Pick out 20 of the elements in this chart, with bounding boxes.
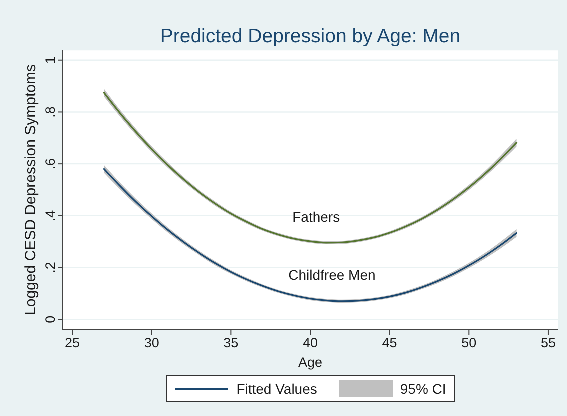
text: 95% CI <box>400 380 446 396</box>
series-label: Childfree Men <box>288 267 376 284</box>
x-tick-label: 25 <box>65 336 80 351</box>
x-axis-title: Age <box>298 355 323 370</box>
y-tick-label: .6 <box>43 158 58 170</box>
y-tick-label: 1 <box>43 56 58 64</box>
x-tick-label: 30 <box>144 336 160 351</box>
series-label: Fathers <box>292 208 340 225</box>
y-axis-title: Logged CESD Depression Symptoms <box>22 64 40 316</box>
x-tick-label: 35 <box>224 336 239 351</box>
text: Fitted Values <box>236 380 318 396</box>
x-tick-label: 45 <box>382 336 398 351</box>
x-tick-label: 50 <box>462 336 477 351</box>
y-tick-label: .4 <box>43 210 58 222</box>
y-tick-label: .8 <box>43 106 58 118</box>
x-tick-label: 55 <box>540 336 556 351</box>
chart-title: Predicted Depression by Age: Men <box>160 26 461 48</box>
x-tick-label: 40 <box>302 336 318 351</box>
y-tick-label: .2 <box>43 262 58 274</box>
y-tick-label: 0 <box>43 316 58 324</box>
